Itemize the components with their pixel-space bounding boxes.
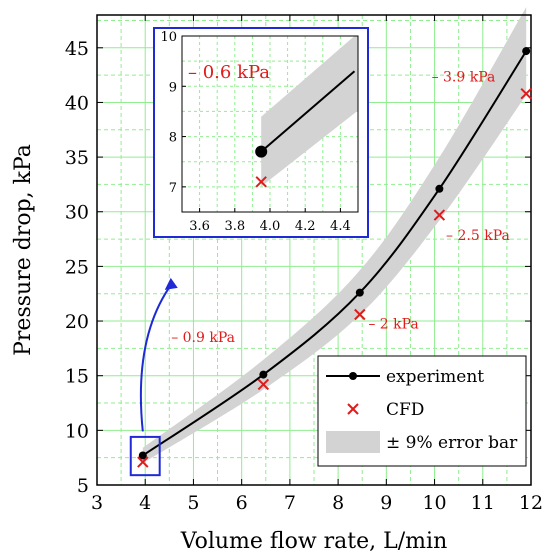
y-tick-label: 30: [65, 202, 89, 224]
y-tick-label: 20: [65, 311, 89, 333]
inset-x-tick-label: 4.4: [330, 219, 351, 234]
plot-frame: [96, 14, 532, 486]
cfd-point: [257, 378, 270, 391]
zoom-highlight-box: [129, 435, 161, 477]
delta-annotation: – 2 kPa: [368, 317, 418, 333]
x-tick-label: 8: [332, 492, 344, 514]
y-tick-label: 40: [65, 92, 89, 114]
delta-annotation: – 2.5 kPa: [446, 228, 510, 244]
x-tick-label: 7: [284, 492, 296, 514]
x-tick-label: 3: [91, 492, 103, 514]
cfd-point-stroke: [137, 456, 149, 468]
y-tick-label: 15: [65, 366, 89, 388]
cfd-point: [137, 456, 149, 468]
x-tick-label: 6: [236, 492, 248, 514]
experiment-point: [355, 288, 364, 297]
legend-cfd-label: CFD: [386, 400, 424, 420]
zoom-arrow-head: [164, 277, 178, 290]
inset-frame: [153, 27, 369, 238]
legend: experiment CFD ± 9% error bar: [317, 355, 527, 467]
legend-band-swatch: [326, 431, 380, 453]
inset-x-tick-label: 4.0: [260, 219, 281, 234]
experiment-point: [435, 184, 444, 193]
annotation-layer: – 0.9 kPa – 2 kPa – 2.5 kPa – 3.9 kPa: [129, 70, 510, 477]
x-tick-label: 4: [139, 492, 151, 514]
legend-experiment-label: experiment: [386, 367, 484, 387]
delta-annotation: – 0.9 kPa: [171, 330, 235, 346]
cfd-point: [433, 209, 446, 221]
x-tick-label: 5: [187, 492, 199, 514]
x-axis-title: Volume flow rate, L/min: [180, 529, 448, 554]
x-tick-label: 12: [519, 492, 543, 514]
legend-experiment-marker: [349, 372, 357, 380]
inset-x-tick-label: 4.2: [295, 219, 316, 234]
zoom-arrow: [139, 283, 173, 432]
experiment-point: [138, 451, 147, 460]
experiment-point: [259, 370, 268, 379]
inset-cfd-point-stroke: [255, 176, 267, 188]
inset-x-tick-label: 3.8: [224, 219, 245, 234]
inset-x-tick-label: 3.6: [189, 219, 210, 234]
inset-y-tick-label: 9: [169, 80, 177, 95]
delta-annotation: – 3.9 kPa: [432, 70, 496, 86]
series-layer: [137, 47, 532, 468]
cfd-point-stroke: [257, 378, 270, 391]
inset-y-tick-label: 7: [169, 181, 177, 196]
y-tick-label: 45: [65, 38, 89, 60]
experiment-point: [522, 47, 531, 56]
y-tick-label: 5: [77, 475, 89, 497]
y-axis-title: Pressure drop, kPa: [11, 144, 36, 356]
inset-experiment-point: [255, 145, 268, 158]
inset-y-tick-label: 10: [160, 30, 177, 45]
cfd-point-stroke: [354, 308, 366, 321]
inset-cfd-point: [255, 176, 267, 188]
cfd-point-stroke: [433, 209, 446, 221]
inset-y-tick-label: 8: [169, 131, 177, 146]
cfd-point-stroke: [520, 87, 532, 100]
y-tick-label: 25: [65, 256, 89, 278]
cfd-point: [520, 87, 532, 100]
inset-experiment-line: [260, 70, 356, 153]
cfd-point: [354, 308, 366, 321]
y-tick-label: 10: [65, 420, 89, 442]
inset-error-band: [261, 36, 358, 187]
x-tick-label: 11: [471, 492, 495, 514]
legend-band-label: ± 9% error bar: [386, 433, 518, 453]
x-tick-label: 9: [380, 492, 392, 514]
inset-delta-annotation: – 0.6 kPa: [188, 62, 270, 83]
legend-cfd-marker: [347, 403, 359, 415]
inset: 3.6 3.8 4.0 4.2 4.4 7 8 9 10 – 0.6 kPa: [153, 27, 369, 238]
y-tick-label: 35: [65, 147, 89, 169]
x-tick-label: 10: [422, 492, 446, 514]
